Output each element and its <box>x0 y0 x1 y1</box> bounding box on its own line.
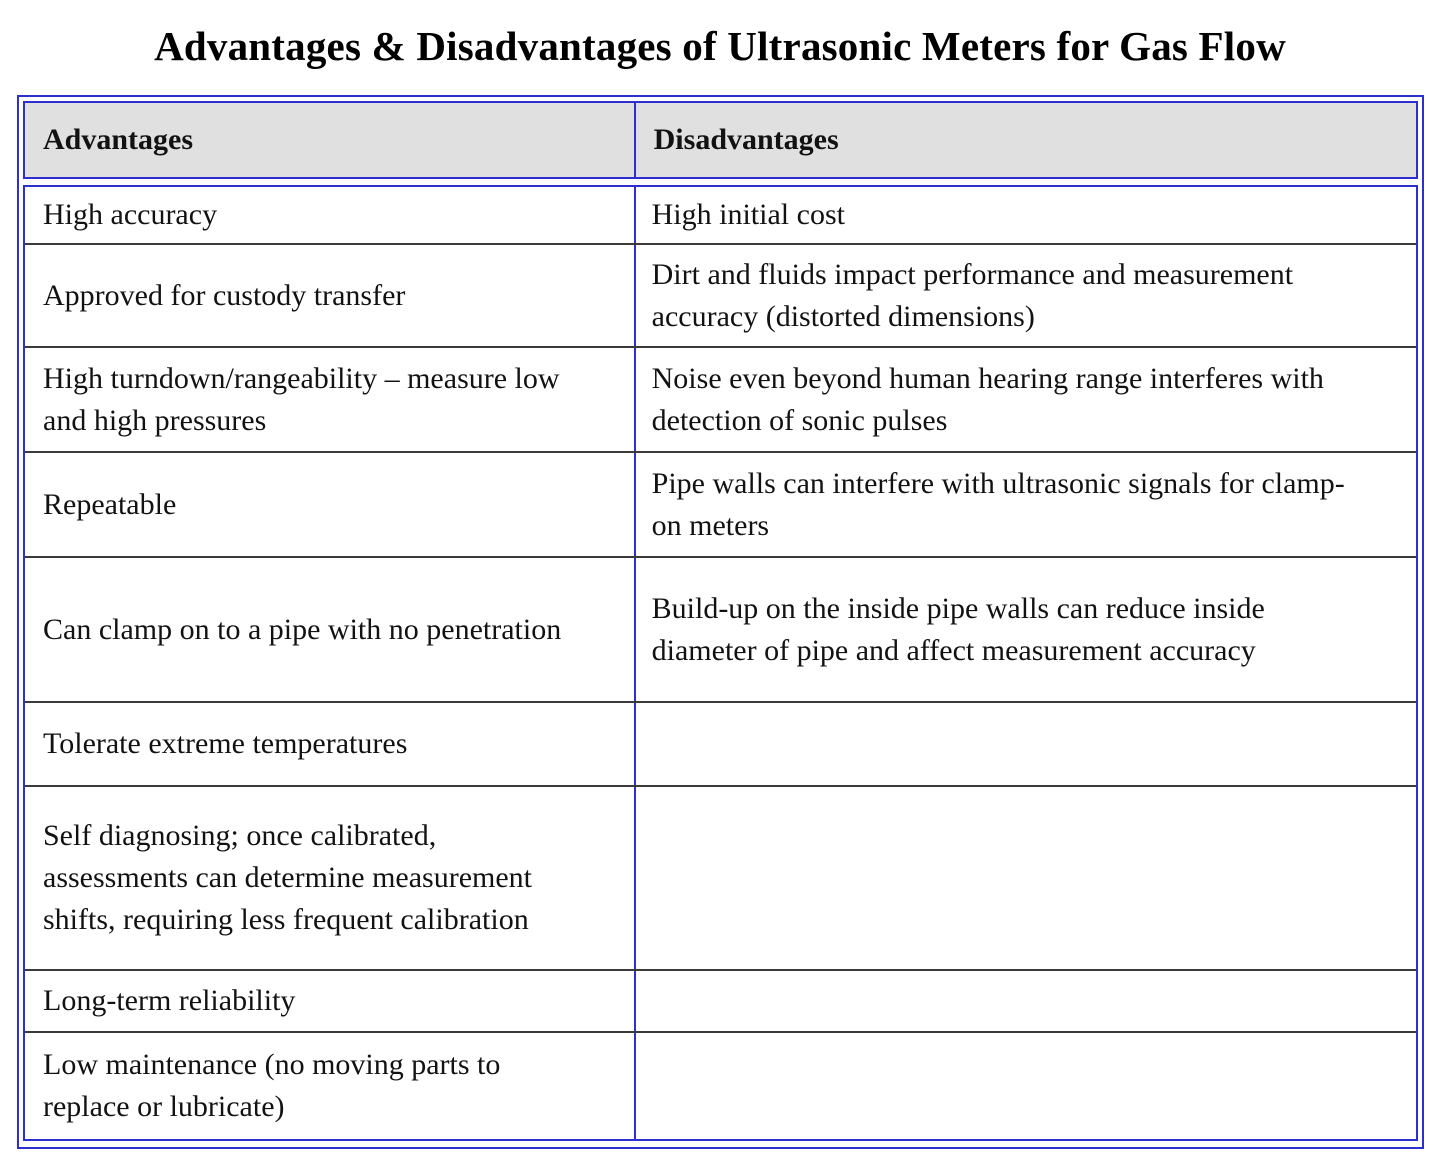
disadvantage-cell: Build-up on the inside pipe walls can re… <box>651 591 1265 667</box>
advantage-cell: Repeatable <box>25 453 636 556</box>
table-row: Low maintenance (no moving parts to repl… <box>25 1033 1416 1139</box>
advantage-cell: Approved for custody transfer <box>25 245 636 346</box>
table-row: Long-term reliability <box>25 971 1416 1033</box>
table-row: High turndown/rangeability – measure low… <box>25 348 1416 453</box>
advantage-cell: Long-term reliability <box>25 971 636 1031</box>
advantage-cell: Low maintenance (no moving parts to repl… <box>25 1033 636 1139</box>
disadvantage-cell <box>636 787 1416 969</box>
advantage-cell: High turndown/rangeability – measure low… <box>25 348 636 451</box>
advantage-cell: Self diagnosing; once calibrated, assess… <box>25 787 636 969</box>
table-row: Can clamp on to a pipe with no penetrati… <box>25 558 1416 703</box>
advantage-cell: Can clamp on to a pipe with no penetrati… <box>25 558 636 701</box>
page-title: Advantages & Disadvantages of Ultrasonic… <box>154 23 1286 69</box>
comparison-table: Advantages Disadvantages High accuracy H… <box>17 95 1424 1149</box>
disadvantage-cell <box>636 971 1416 1031</box>
table-row: Approved for custody transfer Dirt and f… <box>25 245 1416 348</box>
advantage-cell: High accuracy <box>25 187 636 243</box>
table-header-row: Advantages Disadvantages <box>23 101 1418 179</box>
table-row: Self diagnosing; once calibrated, assess… <box>25 787 1416 971</box>
table-row: Tolerate extreme temperatures <box>25 703 1416 787</box>
disadvantage-cell: Noise even beyond human hearing range in… <box>651 361 1324 437</box>
disadvantage-cell: Pipe walls can interfere with ultrasonic… <box>651 466 1345 542</box>
disadvantage-cell: Dirt and fluids impact performance and m… <box>651 257 1294 333</box>
table-row: High accuracy High initial cost <box>25 187 1416 245</box>
advantage-cell: Tolerate extreme temperatures <box>25 703 636 785</box>
disadvantage-cell <box>636 1033 1416 1139</box>
header-cell-advantages: Advantages <box>25 103 636 177</box>
disadvantage-cell <box>636 703 1416 785</box>
table-row: Repeatable Pipe walls can interfere with… <box>25 453 1416 558</box>
header-cell-disadvantages: Disadvantages <box>653 123 839 156</box>
table-body: High accuracy High initial cost Approved… <box>23 185 1418 1141</box>
disadvantage-cell: High initial cost <box>651 198 845 231</box>
